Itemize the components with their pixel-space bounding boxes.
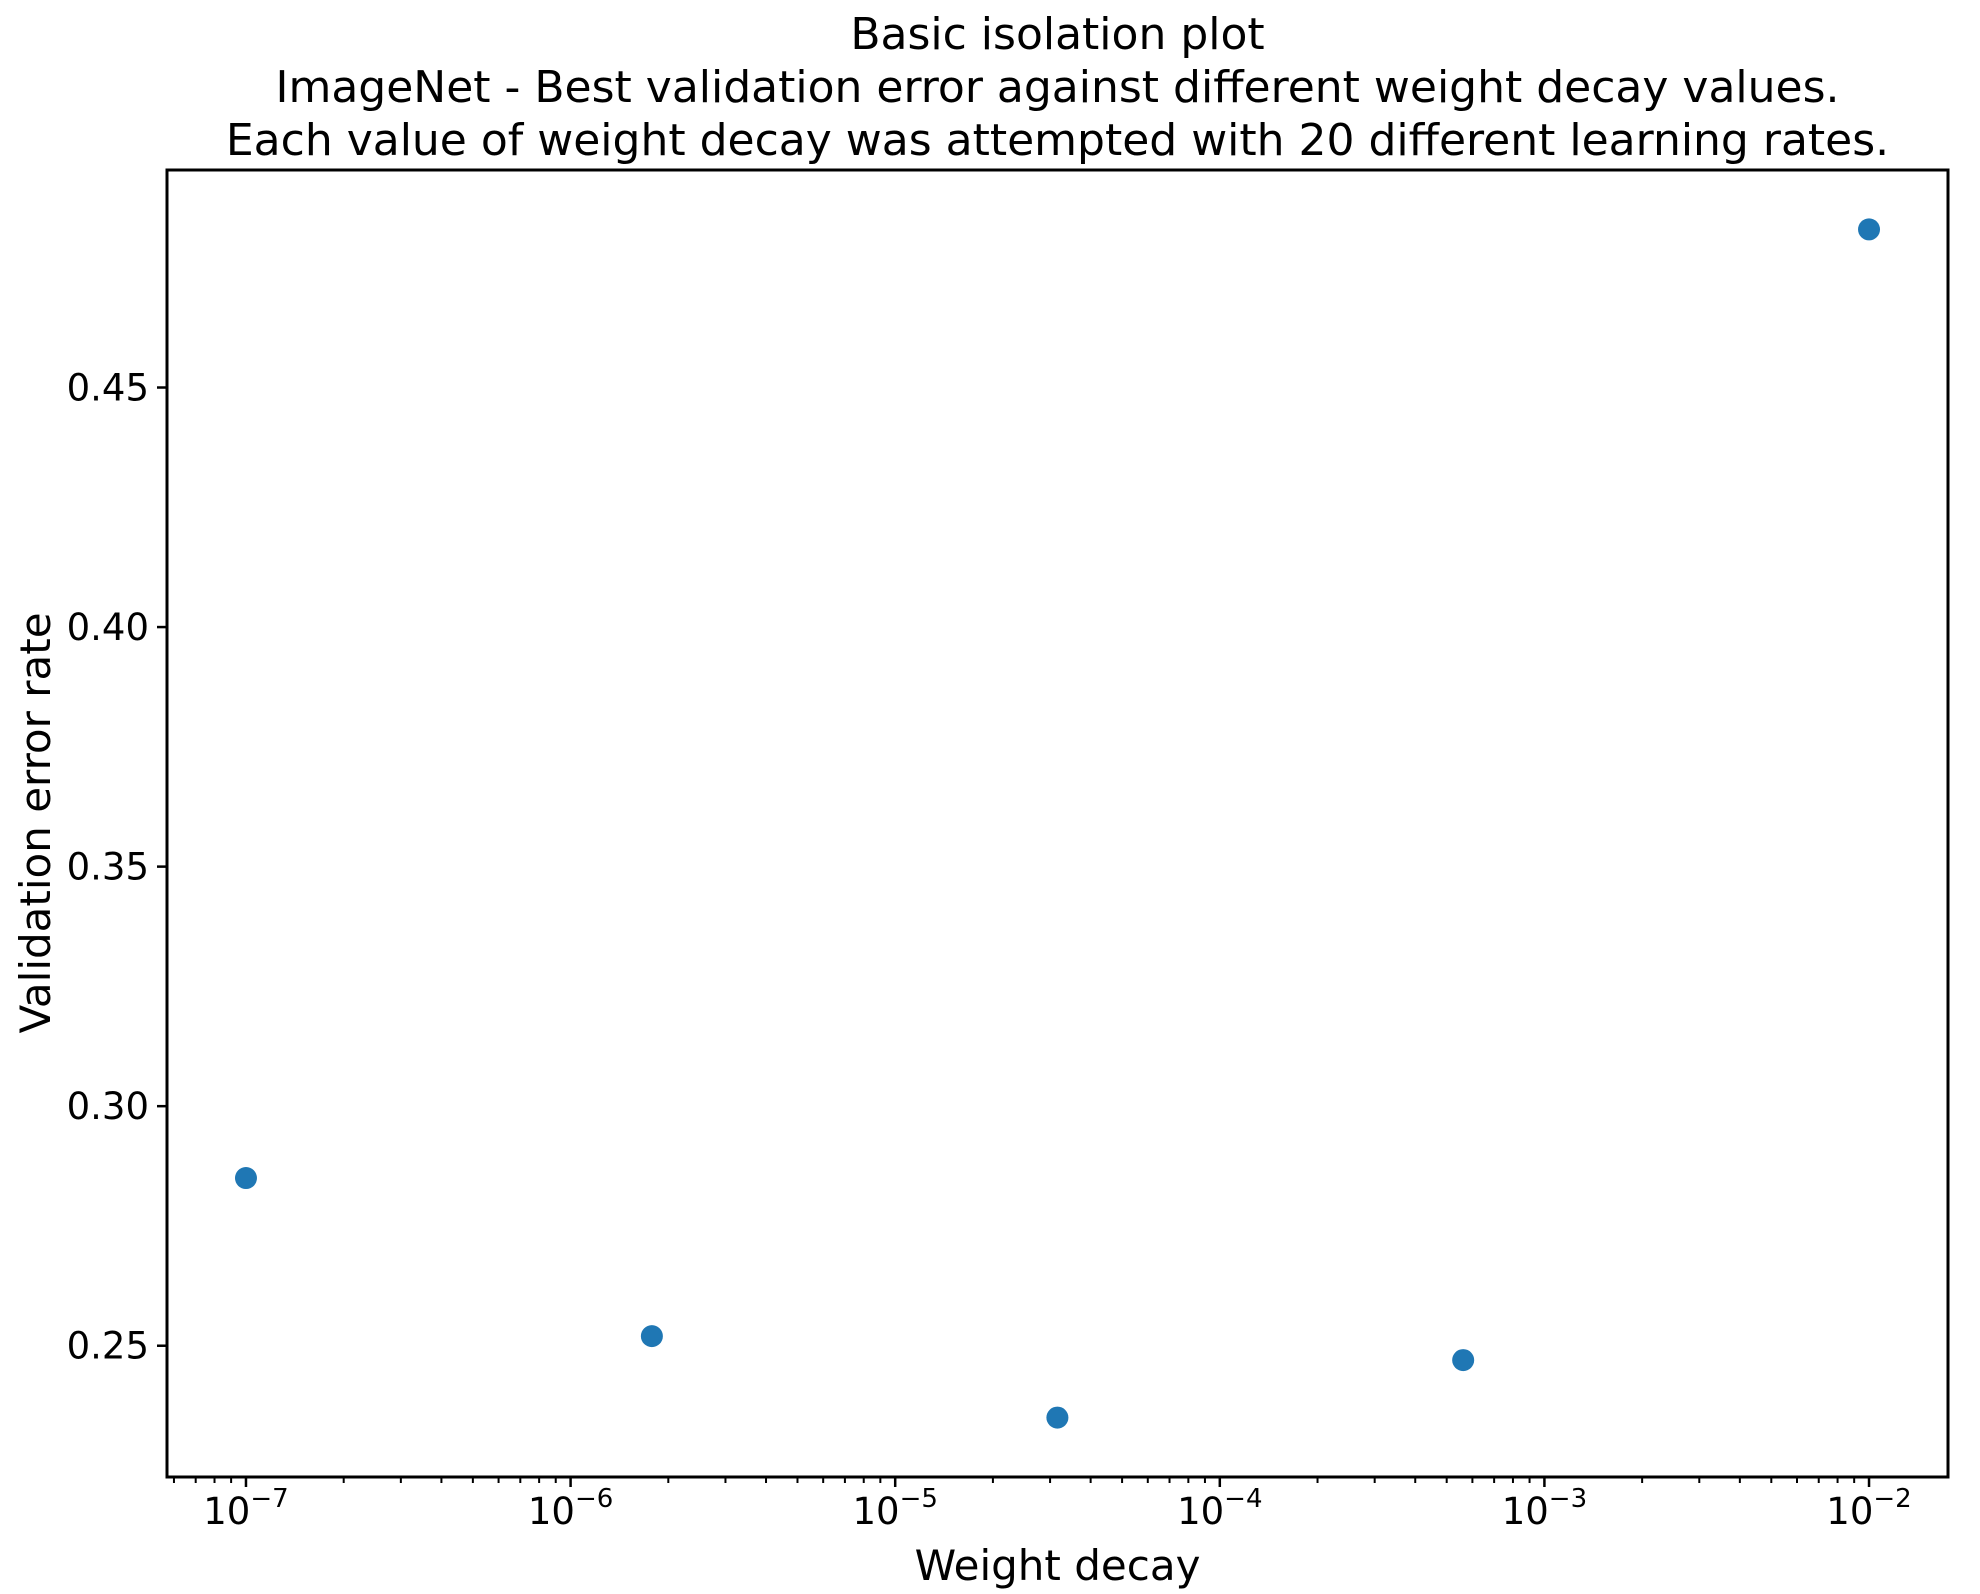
data-point xyxy=(640,1325,663,1348)
x-tick-label: 10−2 xyxy=(1826,1484,1911,1533)
y-tick-label: 0.35 xyxy=(67,846,149,889)
x-tick-label: 10−5 xyxy=(852,1484,937,1533)
chart-title: Basic isolation plot xyxy=(850,9,1265,60)
data-point xyxy=(1046,1406,1069,1429)
x-tick-label: 10−3 xyxy=(1502,1484,1587,1533)
data-point xyxy=(1452,1349,1475,1372)
y-tick-label: 0.45 xyxy=(67,367,149,410)
chart-subtitle-2: Each value of weight decay was attempted… xyxy=(225,115,1890,166)
data-point xyxy=(234,1167,257,1190)
y-tick-label: 0.30 xyxy=(67,1085,149,1128)
chart-title-block: Basic isolation plot ImageNet - Best val… xyxy=(167,8,1948,167)
x-axis-label: Weight decay xyxy=(914,1541,1201,1590)
y-tick-label: 0.25 xyxy=(67,1325,149,1368)
x-tick-label: 10−6 xyxy=(528,1484,613,1533)
data-point xyxy=(1858,218,1881,241)
chart-subtitle-1: ImageNet - Best validation error against… xyxy=(275,62,1840,113)
x-tick-label: 10−7 xyxy=(203,1484,288,1533)
y-tick-label: 0.40 xyxy=(67,606,149,649)
x-tick-label: 10−4 xyxy=(1177,1484,1262,1533)
axes-spines xyxy=(165,168,1950,1479)
y-axis-label: Validation error rate xyxy=(11,612,60,1034)
